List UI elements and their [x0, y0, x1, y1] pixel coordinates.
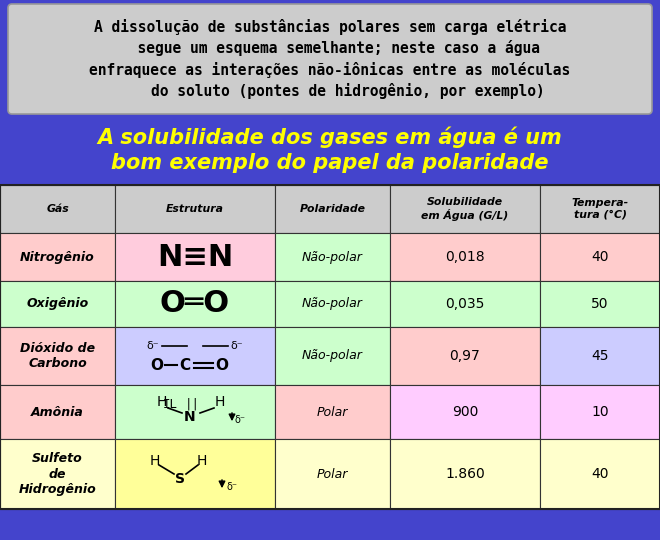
Bar — [540, 233, 660, 281]
Text: O═O: O═O — [160, 289, 230, 319]
Text: ||: || — [185, 397, 199, 410]
Text: 50: 50 — [591, 297, 609, 311]
Bar — [115, 281, 275, 327]
Bar — [115, 327, 275, 385]
Bar — [0, 281, 115, 327]
Bar — [275, 439, 390, 509]
Text: δ⁻: δ⁻ — [234, 415, 246, 425]
Bar — [0, 439, 115, 509]
Bar — [275, 327, 390, 385]
Bar — [115, 439, 275, 509]
Bar — [390, 233, 540, 281]
Bar — [0, 327, 115, 385]
Bar — [390, 439, 540, 509]
Bar — [115, 185, 275, 233]
Bar — [275, 385, 390, 439]
Text: Polar: Polar — [317, 468, 348, 481]
Text: δ⁻: δ⁻ — [147, 341, 159, 351]
Text: Oxigênio: Oxigênio — [26, 298, 88, 310]
Bar — [275, 281, 390, 327]
FancyBboxPatch shape — [8, 4, 652, 114]
Bar — [540, 185, 660, 233]
Text: O: O — [150, 357, 164, 373]
Text: H: H — [214, 395, 225, 409]
Text: 10: 10 — [591, 405, 609, 419]
Text: S: S — [175, 472, 185, 486]
Text: Polar: Polar — [317, 406, 348, 419]
Text: O: O — [216, 357, 228, 373]
Text: Tempera-
tura (°C): Tempera- tura (°C) — [572, 198, 628, 220]
Text: Não-polar: Não-polar — [302, 251, 363, 264]
Text: N≡N: N≡N — [157, 242, 233, 272]
Text: H: H — [197, 454, 207, 468]
Text: C: C — [180, 357, 191, 373]
Bar — [0, 185, 115, 233]
Bar — [0, 185, 660, 509]
Bar — [540, 281, 660, 327]
Text: IL: IL — [162, 397, 178, 410]
Text: Solubilidade
em Água (G/L): Solubilidade em Água (G/L) — [421, 197, 509, 221]
Text: 40: 40 — [591, 250, 609, 264]
Bar — [540, 385, 660, 439]
Bar — [390, 327, 540, 385]
Text: Polaridade: Polaridade — [300, 204, 366, 214]
Bar — [390, 281, 540, 327]
Text: Gás: Gás — [46, 204, 69, 214]
Bar — [275, 185, 390, 233]
Bar — [115, 233, 275, 281]
Bar — [115, 385, 275, 439]
Text: 45: 45 — [591, 349, 609, 363]
Text: Nitrogênio: Nitrogênio — [20, 251, 95, 264]
Bar — [275, 233, 390, 281]
Text: Amônia: Amônia — [31, 406, 84, 419]
Text: A dissolução de substâncias polares sem carga elétrica
  segue um esquema semelh: A dissolução de substâncias polares sem … — [89, 19, 571, 99]
Text: H: H — [150, 454, 160, 468]
Text: Sulfeto
de
Hidrogênio: Sulfeto de Hidrogênio — [18, 453, 96, 496]
Text: δ⁻: δ⁻ — [226, 482, 238, 492]
Text: Estrutura: Estrutura — [166, 204, 224, 214]
Text: 1.860: 1.860 — [445, 467, 485, 481]
Text: 0,035: 0,035 — [446, 297, 484, 311]
Text: 0,97: 0,97 — [449, 349, 480, 363]
Text: H: H — [157, 395, 167, 409]
Text: Não-polar: Não-polar — [302, 349, 363, 362]
Text: 0,018: 0,018 — [446, 250, 485, 264]
Bar — [390, 185, 540, 233]
Text: 900: 900 — [452, 405, 478, 419]
Text: A solubilidade dos gases em água é um
bom exemplo do papel da polaridade: A solubilidade dos gases em água é um bo… — [98, 127, 562, 173]
Text: δ⁻: δ⁻ — [231, 341, 244, 351]
Bar — [540, 439, 660, 509]
Bar — [540, 327, 660, 385]
Bar — [0, 385, 115, 439]
Text: N: N — [184, 410, 196, 424]
Text: Não-polar: Não-polar — [302, 298, 363, 310]
Bar — [0, 233, 115, 281]
Text: 40: 40 — [591, 467, 609, 481]
Bar — [390, 385, 540, 439]
Text: Dióxido de
Carbono: Dióxido de Carbono — [20, 342, 95, 370]
